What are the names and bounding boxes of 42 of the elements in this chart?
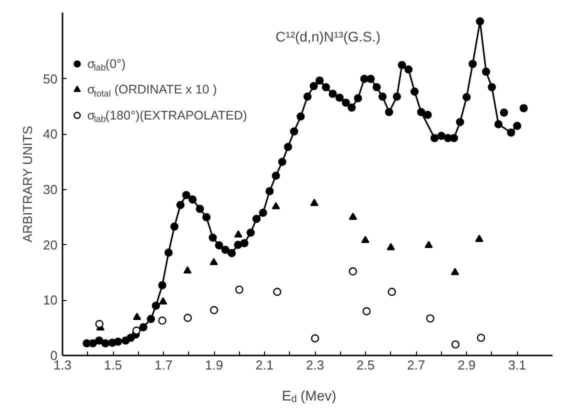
point bbox=[158, 316, 166, 325]
x-tick-label: 2.7 bbox=[407, 358, 426, 372]
point bbox=[348, 267, 358, 276]
x-tick-label: 1.5 bbox=[104, 358, 122, 372]
y-tick-label: 10 bbox=[43, 292, 58, 308]
point bbox=[362, 307, 371, 316]
point bbox=[310, 334, 320, 342]
point bbox=[183, 266, 192, 274]
point bbox=[386, 242, 395, 250]
y-axis-title: ARBITRARY UNITS bbox=[20, 126, 36, 242]
x-tick-label: 1.9 bbox=[205, 358, 224, 372]
point bbox=[184, 314, 192, 322]
point bbox=[361, 236, 370, 244]
x-tick-label: 2.5 bbox=[356, 358, 375, 372]
x-tick-label: 3.1 bbox=[508, 358, 526, 372]
point bbox=[235, 286, 244, 294]
point bbox=[234, 230, 242, 238]
x-tick-label: 2.3 bbox=[306, 358, 324, 372]
y-tick-label: 50 bbox=[43, 71, 58, 86]
x-tick-label: 1.7 bbox=[154, 358, 173, 372]
point bbox=[95, 320, 104, 328]
x-tick-label: 2.9 bbox=[458, 358, 476, 372]
point bbox=[476, 334, 486, 342]
point bbox=[272, 202, 280, 210]
point bbox=[273, 288, 282, 296]
point bbox=[210, 258, 218, 266]
y-tick-label: 20 bbox=[43, 237, 58, 252]
point bbox=[475, 234, 484, 242]
point bbox=[348, 212, 358, 220]
point bbox=[210, 306, 218, 314]
point bbox=[310, 198, 318, 206]
point bbox=[426, 314, 434, 323]
point bbox=[451, 340, 460, 349]
point bbox=[388, 288, 396, 296]
y-tick-label: 40 bbox=[43, 126, 58, 142]
y-tick-label: 30 bbox=[43, 182, 58, 198]
text: C¹²(d,n)N¹³(G.S.) bbox=[276, 28, 381, 45]
point bbox=[132, 312, 142, 320]
point bbox=[424, 240, 433, 248]
point bbox=[158, 297, 168, 304]
point bbox=[450, 268, 460, 276]
x-tick-label: 2.1 bbox=[256, 358, 274, 372]
